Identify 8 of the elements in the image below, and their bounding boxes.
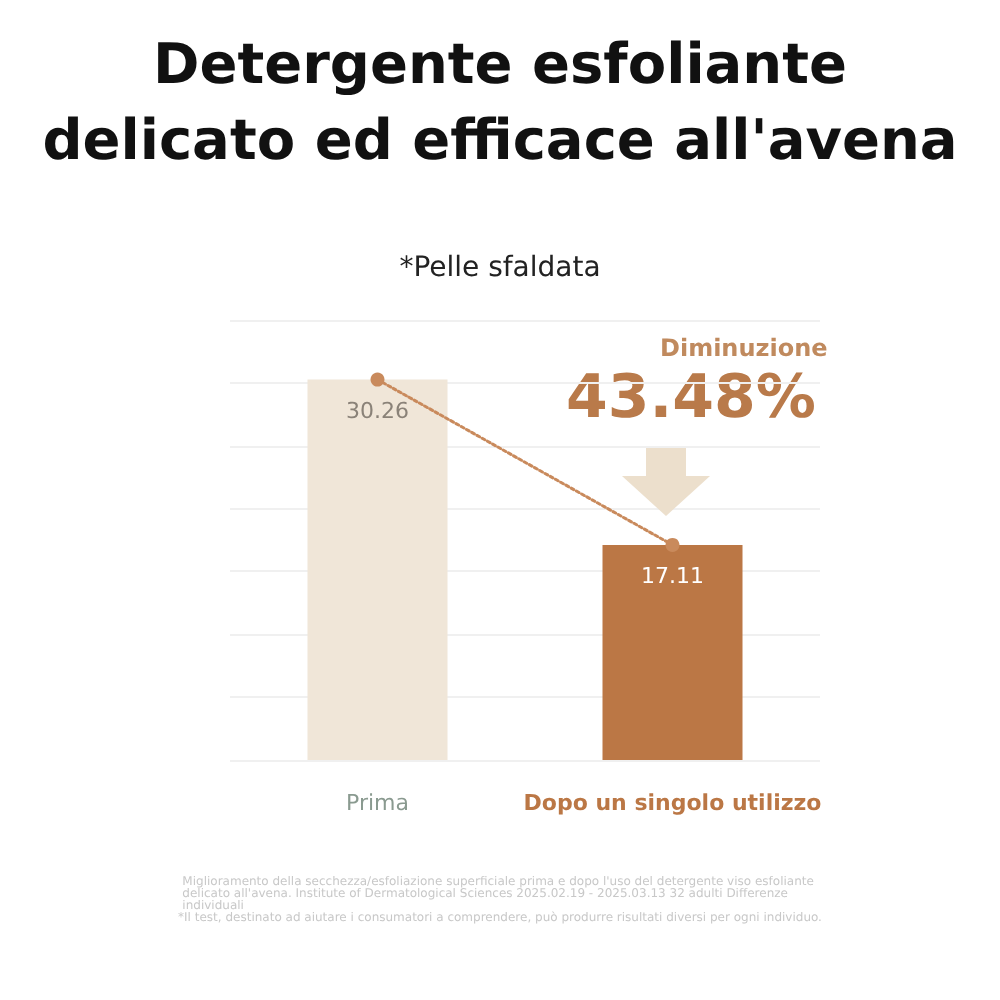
text: Diminuzione (659, 334, 828, 362)
data-label: 17.11 (641, 562, 704, 589)
chart-subtitle: *Pelle sfaldata (399, 252, 601, 284)
data-label: 30.26 (346, 397, 409, 424)
annotation: 43.48% (566, 363, 816, 433)
chart-title: Detergente esfoliante delicato ed efficace all'avena (42, 31, 958, 173)
x-tick-label: Prima (346, 790, 409, 816)
x-tick-label: Dopo un singolo utilizzo (523, 790, 823, 816)
